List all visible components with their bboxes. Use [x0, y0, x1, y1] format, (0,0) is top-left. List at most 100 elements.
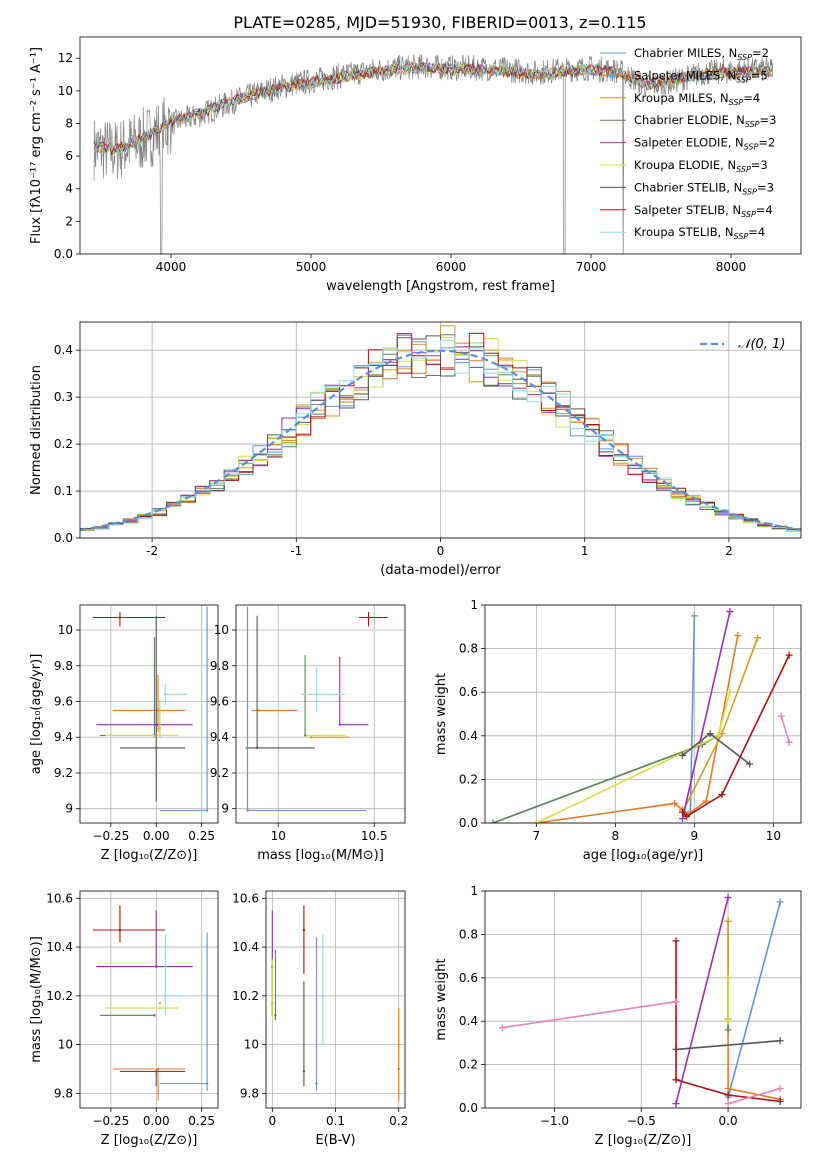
x-axis-label: E(B-V) — [315, 1133, 355, 1148]
y-tick-label: 0.8 — [459, 927, 478, 941]
plot-area — [93, 54, 774, 254]
y-tick-label: 9.8 — [54, 659, 73, 673]
series-line-7 — [675, 940, 781, 1103]
data-point — [274, 1014, 277, 1017]
legend-entry: Salpeter ELODIE, NSSP=2 — [634, 136, 775, 152]
x-tick-label: 4000 — [156, 260, 187, 274]
axes-frame — [484, 890, 802, 1109]
y-tick-label: 12 — [58, 51, 73, 65]
y-tick-label: 0.0 — [459, 1101, 478, 1115]
data-point — [302, 1070, 306, 1073]
y-axis-label: mass weight — [434, 958, 449, 1040]
series-line-8 — [502, 1000, 677, 1029]
plot-area — [498, 894, 784, 1108]
x-tick-label: 0 — [268, 1114, 276, 1128]
data-point — [315, 693, 318, 696]
series-marker — [690, 612, 698, 620]
data-point — [255, 746, 259, 750]
model-spectrum-8 — [93, 62, 773, 156]
x-tick-label: -2 — [146, 544, 158, 558]
series-line-6 — [675, 1039, 781, 1051]
x-tick-label: 8000 — [716, 260, 747, 274]
axes-frame — [79, 604, 219, 824]
series-marker — [777, 712, 785, 720]
x-tick-label: 0 — [437, 544, 445, 558]
axes-frame — [265, 890, 406, 1109]
x-tick-label: 0.25 — [188, 1114, 215, 1128]
data-point — [367, 616, 370, 619]
legend-entry: 𝒩(0, 1) — [738, 337, 785, 352]
x-tick-label: 0.25 — [188, 829, 215, 843]
series-marker — [776, 898, 784, 906]
series-marker — [724, 1017, 732, 1025]
series-marker — [724, 974, 732, 982]
y-tick-label: 1 — [470, 598, 478, 612]
x-axis-label: (data-model)/error — [380, 563, 501, 578]
x-tick-label: 7 — [533, 829, 541, 843]
data-point — [309, 736, 313, 739]
y-tick-label: 0.0 — [459, 816, 478, 830]
data-point — [257, 709, 261, 712]
y-tick-label: 0.8 — [459, 642, 478, 656]
x-axis-label: age [log₁₀(age/yr)] — [583, 848, 704, 863]
x-axis-label: Z [log₁₀(Z/Z⊙)] — [595, 1133, 692, 1148]
histogram-7 — [80, 332, 801, 532]
series-marker — [724, 1084, 732, 1092]
data-point — [164, 693, 167, 696]
x-tick-label: 0.00 — [143, 829, 170, 843]
series-line-8 — [780, 715, 790, 743]
x-tick-label: 0.0 — [719, 1114, 738, 1128]
series-marker — [776, 1097, 784, 1105]
series-marker — [754, 634, 762, 642]
series-marker — [724, 1100, 732, 1108]
series-marker — [679, 815, 686, 823]
legend-entry: Salpeter STELIB, NSSP=4 — [634, 203, 773, 219]
figure-title: PLATE=0285, MJD=51930, FIBERID=0013, z=0… — [233, 13, 646, 32]
histogram-8 — [80, 339, 801, 531]
y-tick-label: 0.4 — [459, 729, 478, 743]
x-tick-label: −0.25 — [92, 1114, 129, 1128]
x-tick-label: 10.5 — [361, 829, 388, 843]
chart-residuals: -2 -1 0 1 2 0.0 0.1 0.2 0.3 0.4 (data-model)/error… — [29, 321, 802, 578]
y-tick-label: 0.0 — [54, 531, 73, 545]
legend-entry: Kroupa ELODIE, NSSP=3 — [634, 158, 768, 174]
y-tick-label: 10.2 — [232, 989, 259, 1003]
model-spectrum-7 — [93, 62, 773, 155]
series-marker — [776, 1037, 784, 1045]
y-tick-label: 10 — [244, 1038, 259, 1052]
y-axis-label: Flux [fλ10⁻¹⁷ erg cm⁻² s⁻¹ A⁻¹] — [29, 47, 44, 244]
series-line-4 — [675, 897, 729, 1104]
data-point — [118, 616, 122, 619]
data-point — [164, 994, 167, 998]
plot-area — [92, 606, 209, 812]
data-point — [155, 1070, 158, 1073]
data-point — [397, 1067, 400, 1071]
data-point — [321, 994, 325, 998]
series-line-4 — [681, 611, 731, 819]
x-axis-label: Z [log₁₀(Z/Z⊙)] — [101, 848, 198, 863]
data-point — [315, 1082, 318, 1085]
y-tick-label: 9.8 — [54, 1086, 73, 1100]
y-tick-label: 0.3 — [54, 390, 73, 404]
y-tick-label: 0.4 — [54, 343, 73, 357]
series-marker — [671, 799, 679, 807]
y-axis-label: age [log₁₀(age/yr)] — [29, 654, 44, 775]
y-tick-label: 10 — [58, 623, 73, 637]
series-marker — [724, 1026, 732, 1034]
x-tick-label: 1 — [581, 544, 589, 558]
legend-entry: Chabrier ELODIE, NSSP=3 — [634, 113, 776, 129]
series-marker — [706, 730, 714, 738]
series-marker — [718, 791, 726, 799]
plot-area — [80, 325, 801, 532]
data-point — [205, 809, 209, 812]
data-point — [158, 1006, 162, 1010]
y-tick-label: 9.2 — [54, 766, 73, 780]
legend-entry: Kroupa MILES, NSSP=4 — [634, 91, 760, 107]
axes-frame — [79, 321, 802, 539]
data-point — [271, 1006, 274, 1010]
y-tick-label: 9.8 — [210, 659, 229, 673]
series-marker — [718, 730, 726, 738]
axes-frame — [79, 36, 802, 255]
axes-frame — [79, 890, 219, 1109]
axes-frame — [484, 604, 802, 824]
